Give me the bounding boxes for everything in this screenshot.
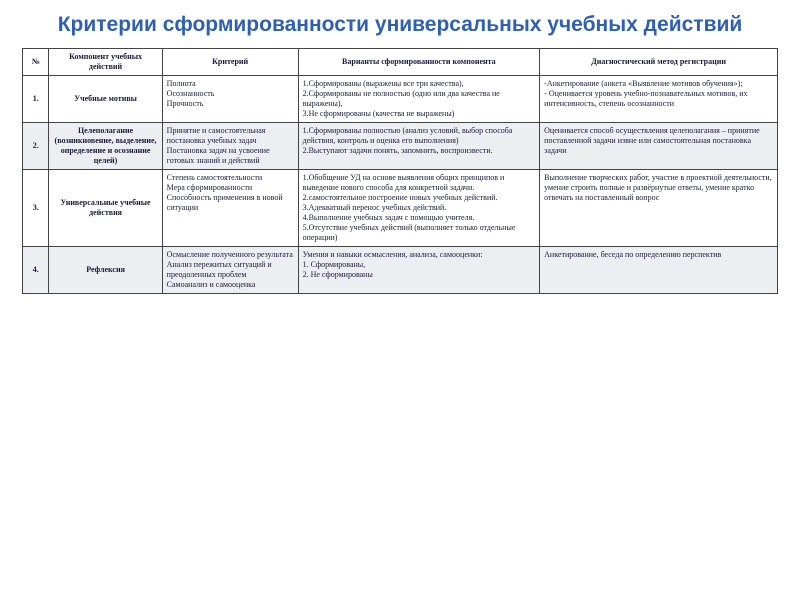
cell-criterion: Принятие и самостоятельная постановка уч… (162, 123, 298, 170)
cell-variants: Умения и навыки осмысления, анализа, сам… (298, 247, 540, 294)
cell-num: 1. (23, 76, 49, 123)
table-header-row: № Компонент учебных действий Критерий Ва… (23, 49, 778, 76)
cell-component: Целеполагание (возникновение, выделение,… (49, 123, 162, 170)
table-row: 1. Учебные мотивы ПолнотаОсознанностьПро… (23, 76, 778, 123)
cell-diagnostic: -Анкетирование (анкета «Выявление мотиво… (540, 76, 778, 123)
criteria-table: № Компонент учебных действий Критерий Ва… (22, 48, 778, 294)
cell-component: Рефлексия (49, 247, 162, 294)
cell-criterion: ПолнотаОсознанностьПрочность (162, 76, 298, 123)
cell-num: 2. (23, 123, 49, 170)
cell-diagnostic: Выполнение творческих работ, участие в п… (540, 170, 778, 247)
cell-criterion: Степень самостоятельностиМера сформирова… (162, 170, 298, 247)
cell-variants: 1.Сформированы полностью (анализ условий… (298, 123, 540, 170)
cell-variants: 1.Обобщение УД на основе выявления общих… (298, 170, 540, 247)
col-header-num: № (23, 49, 49, 76)
cell-num: 3. (23, 170, 49, 247)
cell-criterion: Осмысление полученного результатаАнализ … (162, 247, 298, 294)
table-row: 4. Рефлексия Осмысление полученного резу… (23, 247, 778, 294)
cell-diagnostic: Оценивается способ осуществления целепол… (540, 123, 778, 170)
page-title: Критерии сформированности универсальных … (22, 12, 778, 38)
cell-diagnostic: Анкетирование, беседа по определению пер… (540, 247, 778, 294)
cell-num: 4. (23, 247, 49, 294)
slide: Критерии сформированности универсальных … (0, 0, 800, 600)
cell-component: Универсальные учебные действия (49, 170, 162, 247)
col-header-criterion: Критерий (162, 49, 298, 76)
col-header-variants: Варианты сформированности компонента (298, 49, 540, 76)
table-row: 2. Целеполагание (возникновение, выделен… (23, 123, 778, 170)
col-header-component: Компонент учебных действий (49, 49, 162, 76)
table-row: 3. Универсальные учебные действия Степен… (23, 170, 778, 247)
cell-variants: 1.Сформированы (выражены все три качеств… (298, 76, 540, 123)
col-header-diagnostic: Диагностический метод регистрации (540, 49, 778, 76)
cell-component: Учебные мотивы (49, 76, 162, 123)
